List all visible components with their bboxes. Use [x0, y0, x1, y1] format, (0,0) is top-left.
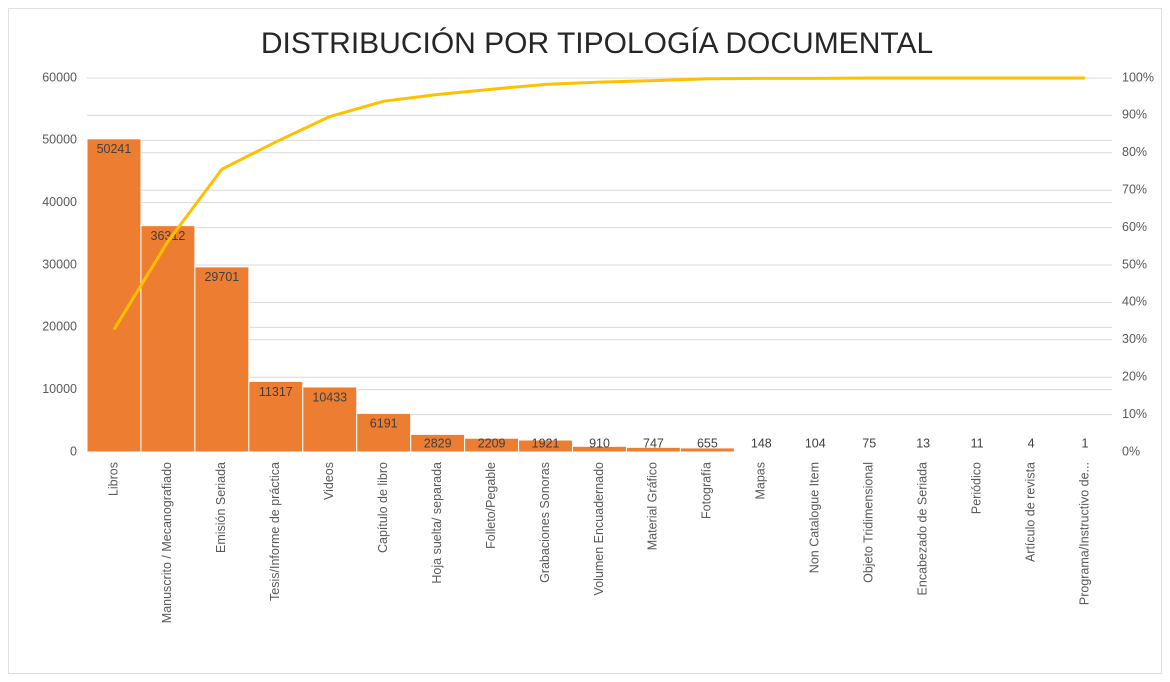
x-tick-label: Tesis/Informe de práctica [268, 462, 282, 601]
y2-tick-label: 40% [1122, 295, 1147, 309]
data-label: 29701 [204, 270, 239, 284]
x-tick-label: Fotografía [700, 462, 714, 519]
data-label: 6191 [370, 417, 398, 431]
y2-tick-label: 50% [1122, 257, 1147, 271]
data-label: 747 [643, 436, 664, 450]
x-tick-label: Mapas [754, 462, 768, 500]
x-tick-label: Manuscrito / Mecanografiado [160, 462, 174, 623]
y2-tick-label: 30% [1122, 332, 1147, 346]
bar [787, 450, 843, 453]
y2-tick-label: 70% [1122, 182, 1147, 196]
data-label: 2209 [478, 436, 506, 450]
bar [302, 386, 358, 453]
data-label: 10433 [312, 390, 347, 404]
y-tick-label: 50000 [42, 133, 77, 147]
x-tick-label: Hoja suelta/ separada [430, 462, 444, 584]
data-label: 50241 [97, 142, 132, 156]
data-label: 1 [1082, 436, 1089, 450]
x-tick-label: Artículo de revista [1023, 462, 1037, 562]
bar [356, 412, 412, 453]
x-tick-label: Capítulo de libro [376, 462, 390, 553]
y2-tick-label: 10% [1122, 407, 1147, 421]
bar [679, 447, 735, 453]
x-tick-label: Periódico [969, 462, 983, 514]
data-label: 655 [697, 436, 718, 450]
data-label: 148 [751, 436, 772, 450]
x-tick-label: Folleto/Pegable [484, 462, 498, 549]
y2-tick-label: 60% [1122, 220, 1147, 234]
data-label: 75 [862, 436, 876, 450]
data-label: 4 [1028, 436, 1035, 450]
chart-title: DISTRIBUCIÓN POR TIPOLOGÍA DOCUMENTAL [261, 27, 933, 60]
x-tick-label: Libros [106, 462, 120, 496]
bar [140, 225, 196, 453]
y2-tick-label: 0% [1122, 444, 1140, 458]
y2-tick-label: 90% [1122, 108, 1147, 122]
y2-tick-label: 100% [1122, 70, 1154, 84]
x-tick-label: Grabaciones Sonoras [538, 462, 552, 583]
y-tick-label: 40000 [42, 195, 77, 209]
y2-tick-label: 80% [1122, 145, 1147, 159]
y-tick-label: 60000 [42, 70, 77, 84]
x-tick-label: Programa/Instructivo de... [1077, 462, 1091, 605]
data-label: 11 [971, 436, 984, 450]
data-label: 1921 [532, 436, 560, 450]
y2-tick-label: 20% [1122, 369, 1147, 383]
x-tick-label: Videos [322, 462, 336, 500]
x-tick-label: Volumen Encuadernado [592, 462, 606, 595]
data-label: 104 [805, 436, 826, 450]
x-tick-label: Emisión Seriada [214, 462, 228, 553]
y-tick-label: 10000 [42, 382, 77, 396]
bar [733, 450, 789, 453]
data-label: 36312 [151, 229, 186, 243]
y-tick-label: 20000 [42, 320, 77, 334]
y-tick-label: 30000 [42, 257, 77, 271]
data-label: 13 [916, 436, 930, 450]
line [112, 76, 1086, 331]
x-tick-label: Encabezado de Seriada [915, 462, 929, 595]
y-tick-label: 0 [70, 444, 77, 458]
bar [248, 380, 304, 453]
data-label: 11317 [259, 385, 293, 399]
bar [194, 266, 250, 453]
bar [86, 138, 142, 453]
x-tick-label: Non Catalogue Item [808, 462, 822, 573]
data-label: 910 [589, 436, 610, 450]
data-label: 2829 [424, 436, 452, 450]
x-tick-label: Objeto Tridimensional [862, 462, 876, 583]
x-tick-label: Material Gráfico [646, 462, 660, 550]
